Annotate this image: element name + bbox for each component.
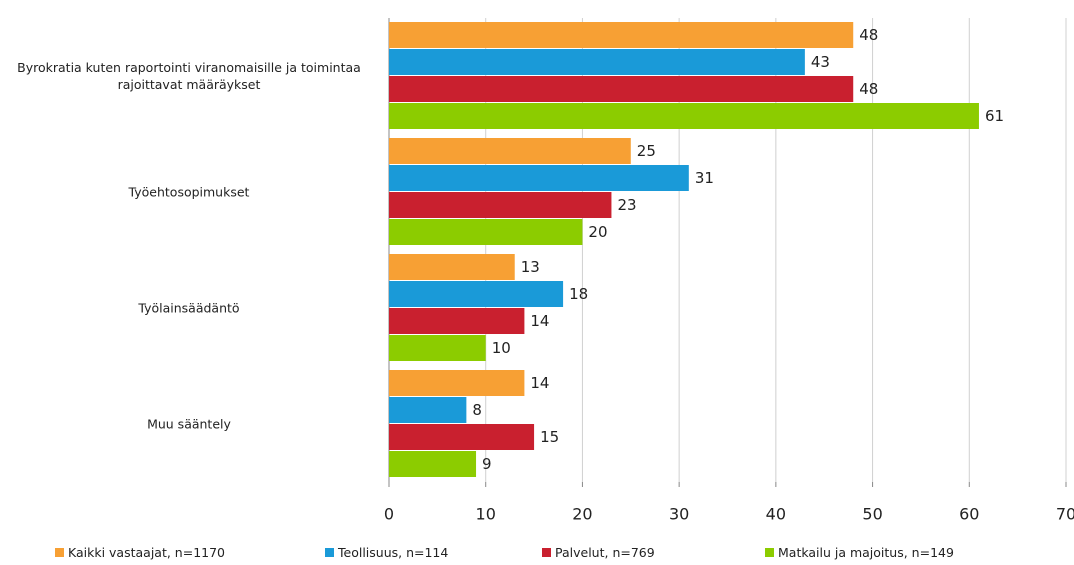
data-label: 14 — [530, 312, 549, 330]
x-tick-label: 70 — [1056, 505, 1074, 524]
x-tick-label: 40 — [766, 505, 786, 524]
bar — [389, 76, 854, 102]
data-label: 13 — [521, 258, 540, 276]
bar — [389, 192, 612, 218]
x-tick-label: 10 — [476, 505, 496, 524]
bar — [389, 22, 854, 48]
legend-swatch — [55, 548, 64, 557]
data-label: 10 — [492, 339, 511, 357]
bar — [389, 103, 979, 129]
legend-item: Palvelut, n=769 — [542, 545, 655, 560]
bar — [389, 49, 805, 75]
data-label: 61 — [985, 107, 1004, 125]
data-label: 31 — [695, 169, 714, 187]
bar — [389, 308, 525, 334]
data-label: 25 — [637, 142, 656, 160]
category-label: Muu sääntely — [147, 416, 231, 432]
data-label: 23 — [617, 196, 636, 214]
legend-label: Kaikki vastaajat, n=1170 — [68, 545, 226, 560]
data-label: 15 — [540, 428, 559, 446]
data-label: 14 — [530, 374, 549, 392]
bar — [389, 281, 564, 307]
bar — [389, 451, 477, 477]
legend-swatch — [542, 548, 551, 557]
legend-item: Kaikki vastaajat, n=1170 — [55, 545, 225, 560]
x-tick-label: 20 — [572, 505, 592, 524]
data-label: 18 — [569, 285, 588, 303]
legend-label: Teollisuus, n=114 — [338, 545, 449, 560]
legend-label: Palvelut, n=769 — [555, 545, 655, 560]
data-label: 9 — [482, 455, 492, 473]
bar — [389, 424, 535, 450]
legend-swatch — [325, 548, 334, 557]
bar — [389, 165, 689, 191]
legend-label: Matkailu ja majoitus, n=149 — [778, 545, 954, 560]
bar — [389, 219, 583, 245]
data-label: 43 — [811, 53, 830, 71]
legend-item: Matkailu ja majoitus, n=149 — [765, 545, 954, 560]
bar — [389, 254, 515, 280]
bar — [389, 335, 486, 361]
bar — [389, 397, 467, 423]
category-label: Byrokratia kuten raportointi viranomaisi… — [17, 60, 361, 92]
legend-item: Teollisuus, n=114 — [325, 545, 448, 560]
data-label: 48 — [859, 26, 878, 44]
data-label: 48 — [859, 80, 878, 98]
category-label: Työehtosopimukset — [128, 184, 250, 200]
bar — [389, 138, 631, 164]
x-tick-label: 0 — [384, 505, 394, 524]
x-tick-label: 60 — [959, 505, 979, 524]
data-label: 20 — [588, 223, 607, 241]
category-label: Työlainsäädäntö — [138, 300, 240, 316]
x-tick-label: 30 — [669, 505, 689, 524]
data-label: 8 — [472, 401, 482, 419]
bar — [389, 370, 525, 396]
x-tick-label: 50 — [862, 505, 882, 524]
legend-swatch — [765, 548, 774, 557]
